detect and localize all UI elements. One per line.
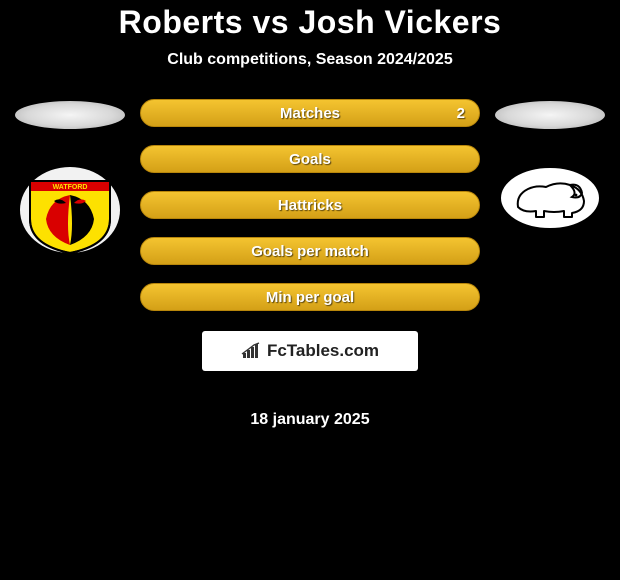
stat-right-value: 2 xyxy=(457,100,465,126)
right-column xyxy=(490,99,610,229)
main-row: WATFORD Matches 2 Goals xyxy=(0,99,620,429)
stat-row-goals-per-match: Goals per match xyxy=(140,237,480,265)
stat-label: Min per goal xyxy=(266,289,354,306)
page-title: Roberts vs Josh Vickers xyxy=(0,4,620,41)
stat-row-min-per-goal: Min per goal xyxy=(140,283,480,311)
stats-column: Matches 2 Goals Hattricks Goals per matc… xyxy=(140,99,480,429)
svg-text:WATFORD: WATFORD xyxy=(53,184,88,191)
player-placeholder-right xyxy=(495,101,605,129)
subtitle: Club competitions, Season 2024/2025 xyxy=(0,51,620,69)
stat-label: Goals xyxy=(289,151,331,168)
date-label: 18 january 2025 xyxy=(250,411,369,429)
stat-row-goals: Goals xyxy=(140,145,480,173)
derby-crest-icon xyxy=(500,167,600,229)
stat-label: Goals per match xyxy=(251,243,369,260)
chart-icon xyxy=(241,342,263,360)
brand-badge[interactable]: FcTables.com xyxy=(202,331,418,371)
brand-text: FcTables.com xyxy=(267,341,379,361)
comparison-card: Roberts vs Josh Vickers Club competition… xyxy=(0,0,620,429)
stat-label: Hattricks xyxy=(278,197,342,214)
watford-crest-icon: WATFORD xyxy=(20,167,120,253)
left-column: WATFORD xyxy=(10,99,130,253)
stat-row-matches: Matches 2 xyxy=(140,99,480,127)
stat-row-hattricks: Hattricks xyxy=(140,191,480,219)
player-placeholder-left xyxy=(15,101,125,129)
stat-label: Matches xyxy=(280,105,340,122)
